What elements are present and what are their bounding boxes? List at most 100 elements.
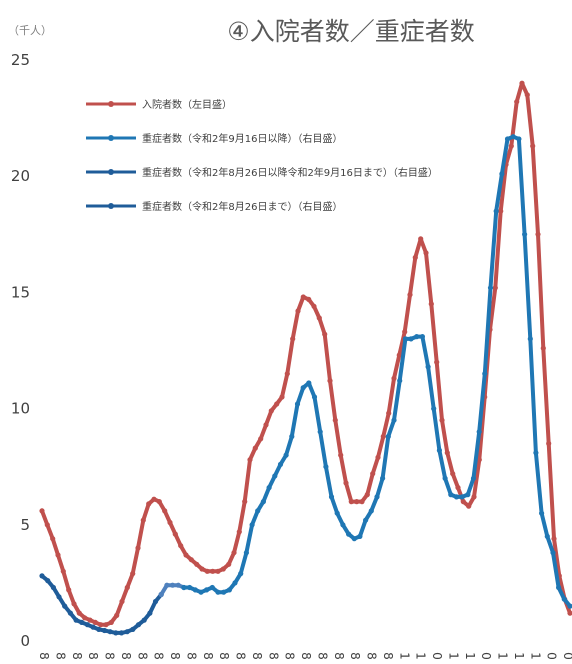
- legend-marker: [108, 169, 114, 175]
- severe-early-series-point: [152, 598, 159, 605]
- severe-late-series-point: [238, 571, 244, 577]
- x-tick-label: 0: [430, 652, 444, 660]
- x-tick-label: 0: [479, 652, 493, 660]
- severe-late-series-point: [476, 429, 482, 435]
- severe-early-series-point: [96, 626, 102, 633]
- hospitalized-series-point: [220, 566, 226, 572]
- hospitalized-series-point: [396, 352, 402, 358]
- y-tick-label: 0: [20, 632, 30, 650]
- severe-early-series-point: [90, 624, 96, 630]
- hospitalized-series-point: [514, 99, 520, 105]
- hospitalized-series-point: [359, 499, 365, 505]
- severe-late-series-point: [380, 475, 386, 481]
- hospitalized-series-point: [407, 292, 413, 298]
- severe-early-series-point: [84, 622, 90, 628]
- severe-early-series-point: [39, 573, 45, 579]
- x-tick-label: 8: [234, 652, 248, 660]
- x-tick-label: 8: [365, 652, 379, 660]
- hospitalized-series-point: [546, 440, 552, 447]
- hospitalized-series-point: [311, 303, 317, 309]
- hospitalized-series-point: [247, 457, 253, 463]
- severe-late-series-point: [272, 473, 278, 479]
- hospitalized-series-point: [215, 568, 221, 574]
- severe-late-series-point: [289, 433, 295, 440]
- legend-label: 入院者数（左目盛）: [142, 98, 232, 111]
- severe-late-series-point: [181, 584, 187, 591]
- severe-late-series-point: [499, 171, 505, 177]
- severe-early-series-point: [73, 617, 79, 623]
- hospitalized-series-point: [236, 529, 242, 535]
- severe-early-series-point: [79, 619, 85, 626]
- hospitalized-series-point: [55, 552, 61, 558]
- severe-late-series-point: [266, 485, 272, 491]
- x-tick-label: 8: [119, 652, 133, 660]
- hospitalized-series-point: [71, 601, 77, 607]
- severe-mid-series-point: [170, 582, 176, 588]
- hospitalized-series-point: [476, 457, 482, 463]
- severe-late-series-point: [414, 334, 420, 340]
- hospitalized-series-point: [263, 422, 269, 428]
- hospitalized-series-point: [252, 445, 258, 451]
- severe-late-series-point: [510, 134, 516, 140]
- hospitalized-series-point: [76, 610, 82, 616]
- severe-late-series-point: [539, 510, 545, 516]
- hospitalized-series-point: [204, 568, 210, 574]
- severe-late-series-point: [328, 494, 335, 500]
- hospitalized-series-point: [199, 566, 205, 572]
- severe-late-series-point: [465, 492, 471, 498]
- severe-late-series-point: [255, 508, 261, 514]
- hospitalized-series-point: [535, 231, 541, 237]
- x-tick-label: 1: [528, 652, 542, 660]
- severe-late-series-point: [311, 394, 318, 400]
- severe-late-series-point: [198, 589, 204, 595]
- legend: 入院者数（左目盛） 重症者数（令和2年9月16日以降）（右目盛） 重症者数（令和2年…: [86, 98, 438, 213]
- severe-late-series-point: [317, 429, 323, 435]
- severe-early-series-point: [67, 610, 73, 616]
- hospitalized-series-point: [460, 499, 466, 505]
- severe-late-series-point: [192, 587, 198, 593]
- hospitalized-series-point: [354, 499, 360, 505]
- hospitalized-series-point: [316, 315, 322, 321]
- hospitalized-series-point: [295, 308, 301, 314]
- hospitalized-series-point: [444, 450, 450, 456]
- severe-early-series-point: [130, 626, 136, 633]
- severe-early-series-point: [113, 630, 119, 636]
- hospitalized-series-point: [327, 378, 333, 384]
- hospitalized-series-point: [87, 617, 93, 623]
- hospitalized-series-point: [172, 531, 178, 537]
- hospitalized-series-point: [498, 208, 504, 214]
- hospitalized-series-point: [343, 480, 349, 486]
- severe-late-series-point: [300, 385, 306, 391]
- severe-late-series-point: [351, 536, 357, 542]
- severe-late-series-point: [561, 596, 567, 602]
- severe-late-series-point: [283, 452, 289, 458]
- legend-marker: [108, 203, 114, 209]
- hospitalized-series-point: [492, 285, 498, 291]
- severe-late-series-point: [334, 510, 340, 516]
- hospitalized-series-point: [519, 80, 525, 86]
- hospitalized-series-point: [524, 92, 530, 98]
- hospitalized-series-point: [183, 552, 189, 558]
- severe-late-series-point: [249, 522, 255, 528]
- x-tick-label: 8: [70, 652, 84, 660]
- severe-late-series-point: [232, 580, 238, 586]
- hospitalized-series-point: [375, 454, 381, 460]
- severe-late-series-point: [527, 336, 533, 342]
- y-axis-ticks: 0 5 10 15 20 25: [11, 51, 30, 650]
- severe-late-series-point: [419, 334, 425, 340]
- x-tick-label: 1: [397, 652, 411, 660]
- severe-early-series-point: [135, 622, 142, 628]
- hospitalized-series-point: [540, 345, 546, 351]
- x-tick-label: 8: [332, 652, 346, 660]
- severe-late-series-point: [448, 492, 454, 498]
- hospitalized-series-point: [103, 622, 109, 628]
- x-tick-label: 8: [37, 652, 51, 660]
- legend-label: 重症者数（令和2年8月26日以降令和2年9月16日まで）（右目盛）: [142, 166, 438, 179]
- chart-title: ④入院者数／重症者数: [227, 17, 474, 46]
- severe-early-series-point: [50, 584, 57, 591]
- hospitalized-series-point: [466, 503, 472, 509]
- hospitalized-series-point: [194, 561, 200, 567]
- severe-late-series-point: [493, 208, 499, 214]
- severe-late-series-point: [482, 371, 488, 377]
